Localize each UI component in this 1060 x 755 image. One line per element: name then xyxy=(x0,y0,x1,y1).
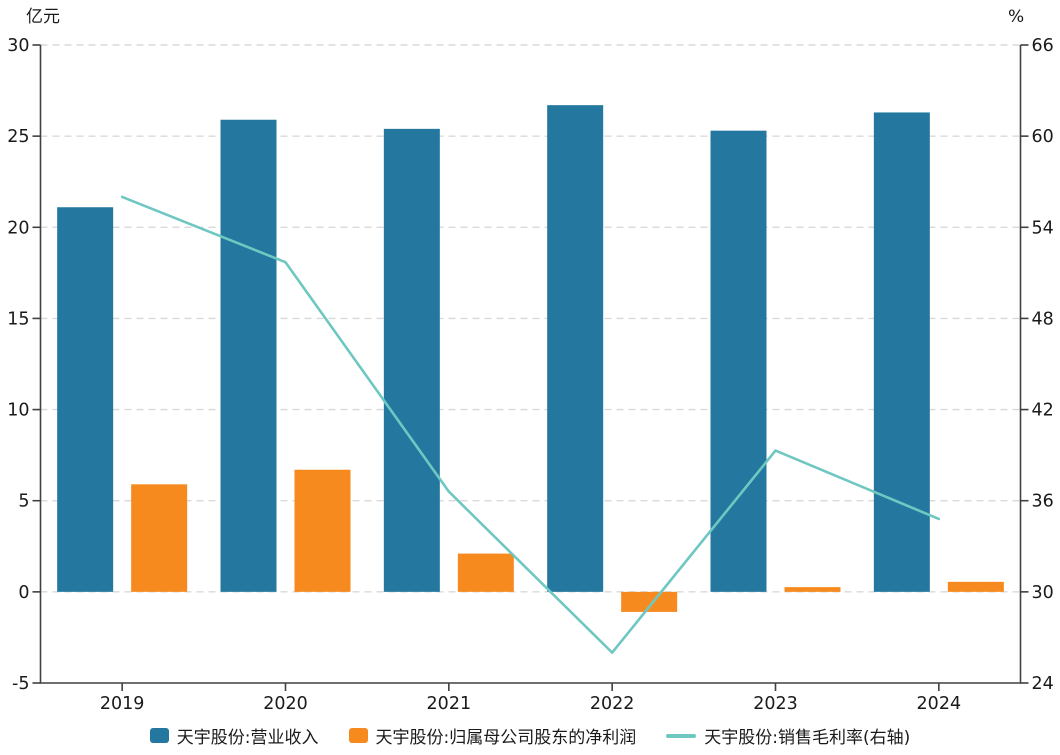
x-tick-label: 2022 xyxy=(590,694,635,714)
left-tick-label: 25 xyxy=(7,127,29,147)
left-tick-label: -5 xyxy=(12,674,29,694)
bar-series-0-2022 xyxy=(547,105,604,592)
legend-item-net-profit: 天宇股份:归属母公司股东的净利润 xyxy=(348,723,637,748)
bar-series-1-2023 xyxy=(784,587,841,592)
right-tick-label: 54 xyxy=(1032,218,1054,238)
x-tick-label: 2021 xyxy=(427,694,472,714)
bar-series-1-2024 xyxy=(947,581,1004,592)
right-tick-label: 36 xyxy=(1032,492,1054,512)
bar-series-1-2019 xyxy=(131,484,188,592)
legend-item-revenue: 天宇股份:营业收入 xyxy=(149,723,319,748)
legend-label-gross-margin: 天宇股份:销售毛利率(右轴) xyxy=(704,728,911,748)
right-tick-label: 24 xyxy=(1032,674,1054,694)
legend-label-revenue: 天宇股份:营业收入 xyxy=(176,728,319,748)
legend-item-gross-margin: 天宇股份:销售毛利率(右轴) xyxy=(666,723,910,748)
bar-series-0-2023 xyxy=(710,130,767,592)
x-tick-label: 2019 xyxy=(100,694,145,714)
revenue-swatch-icon xyxy=(149,728,169,743)
x-tick-label: 2020 xyxy=(263,694,308,714)
x-tick-label: 2024 xyxy=(917,694,962,714)
right-tick-label: 60 xyxy=(1032,127,1054,147)
left-axis-unit-label: 亿元 xyxy=(26,7,60,27)
bar-series-0-2021 xyxy=(383,128,440,592)
plot-area: 30 25 20 15 10 5 0 -5 66 60 54 48 42 36 30 24 2019 2020 20… xyxy=(7,36,1054,714)
x-tick-label: 2023 xyxy=(753,694,798,714)
left-tick-label: 0 xyxy=(18,583,29,603)
gross-margin-line-swatch-icon xyxy=(666,733,697,738)
gross-margin-line xyxy=(120,195,941,654)
left-tick-label: 20 xyxy=(7,218,29,238)
legend: 天宇股份:营业收入 天宇股份:归属母公司股东的净利润 天宇股份:销售毛利率(右轴… xyxy=(0,716,1060,755)
net-profit-swatch-icon xyxy=(348,728,368,743)
bar-series-1-2020 xyxy=(294,469,351,592)
right-axis-unit-label: % xyxy=(1008,7,1025,27)
left-tick-label: 30 xyxy=(7,36,29,56)
bar-series-1-2021 xyxy=(457,553,514,592)
bar-series-0-2019 xyxy=(57,207,114,592)
bar-series-0-2020 xyxy=(220,119,277,592)
left-tick-label: 10 xyxy=(7,401,29,421)
left-tick-label: 15 xyxy=(7,309,29,329)
right-tick-label: 42 xyxy=(1032,401,1054,421)
bar-series-1-2022 xyxy=(621,591,678,612)
right-tick-label: 48 xyxy=(1032,309,1054,329)
left-tick-label: 5 xyxy=(18,492,29,512)
legend-label-net-profit: 天宇股份:归属母公司股东的净利润 xyxy=(375,728,637,748)
right-tick-label: 30 xyxy=(1032,583,1054,603)
bar-series-0-2024 xyxy=(873,112,930,592)
right-tick-label: 66 xyxy=(1032,36,1054,56)
